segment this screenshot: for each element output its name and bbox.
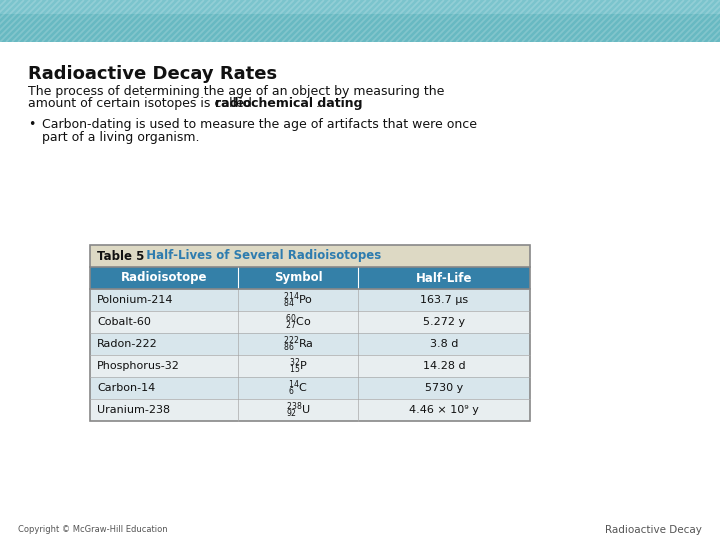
Text: $^{60}_{27}$Co: $^{60}_{27}$Co bbox=[285, 312, 311, 332]
Text: Carbon-14: Carbon-14 bbox=[97, 383, 156, 393]
Text: Radioisotope: Radioisotope bbox=[121, 272, 207, 285]
Bar bbox=[90, 289, 530, 311]
Bar bbox=[90, 377, 530, 399]
Text: $^{14}_{6}$C: $^{14}_{6}$C bbox=[288, 378, 307, 398]
Bar bbox=[90, 311, 530, 333]
Bar bbox=[90, 245, 530, 267]
Text: Table 5: Table 5 bbox=[97, 249, 145, 262]
Text: The process of determining the age of an object by measuring the: The process of determining the age of an… bbox=[28, 85, 444, 98]
Bar bbox=[0, 0, 720, 42]
Text: $^{32}_{15}$P: $^{32}_{15}$P bbox=[289, 356, 307, 376]
Text: 5.272 y: 5.272 y bbox=[423, 317, 465, 327]
Text: Polonium-214: Polonium-214 bbox=[97, 295, 174, 305]
Bar bbox=[0, 0, 720, 14]
Text: $^{238}_{92}$U: $^{238}_{92}$U bbox=[286, 400, 310, 420]
Bar bbox=[90, 399, 530, 421]
Text: Copyright © McGraw-Hill Education: Copyright © McGraw-Hill Education bbox=[18, 525, 168, 535]
Text: Uranium-238: Uranium-238 bbox=[97, 405, 170, 415]
Text: Half-Life: Half-Life bbox=[415, 272, 472, 285]
Bar bbox=[90, 355, 530, 377]
Text: 5730 y: 5730 y bbox=[425, 383, 463, 393]
Text: part of a living organism.: part of a living organism. bbox=[42, 131, 199, 144]
Text: amount of certain isotopes is called: amount of certain isotopes is called bbox=[28, 97, 256, 110]
Text: 4.46 × 10⁹ y: 4.46 × 10⁹ y bbox=[409, 405, 479, 415]
Text: .: . bbox=[316, 97, 320, 110]
Text: Carbon-dating is used to measure the age of artifacts that were once: Carbon-dating is used to measure the age… bbox=[42, 118, 477, 131]
Text: Half-Lives of Several Radioisotopes: Half-Lives of Several Radioisotopes bbox=[138, 249, 381, 262]
Text: 3.8 d: 3.8 d bbox=[430, 339, 458, 349]
Bar bbox=[90, 333, 530, 355]
Text: Symbol: Symbol bbox=[274, 272, 323, 285]
Text: Phosphorus-32: Phosphorus-32 bbox=[97, 361, 180, 371]
Text: radiochemical dating: radiochemical dating bbox=[215, 97, 362, 110]
Text: Radioactive Decay: Radioactive Decay bbox=[605, 525, 702, 535]
Text: Radioactive Decay Rates: Radioactive Decay Rates bbox=[28, 65, 277, 83]
Text: $^{222}_{86}$Ra: $^{222}_{86}$Ra bbox=[282, 334, 313, 354]
Text: $^{214}_{84}$Po: $^{214}_{84}$Po bbox=[283, 290, 313, 310]
Bar bbox=[90, 267, 530, 289]
Text: 163.7 μs: 163.7 μs bbox=[420, 295, 468, 305]
Text: Cobalt-60: Cobalt-60 bbox=[97, 317, 151, 327]
Bar bbox=[90, 245, 530, 421]
Text: •: • bbox=[28, 118, 35, 131]
Text: Radon-222: Radon-222 bbox=[97, 339, 158, 349]
Text: 14.28 d: 14.28 d bbox=[423, 361, 465, 371]
